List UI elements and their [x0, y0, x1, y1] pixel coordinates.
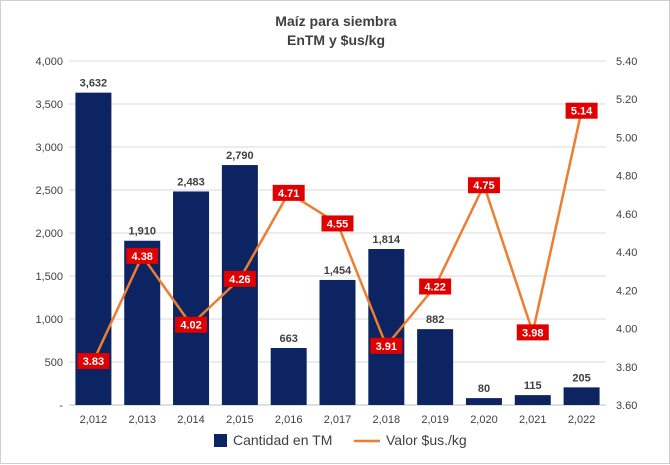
y-left-tick-label: 2,500: [35, 185, 63, 197]
y-left-tick-label: 2,000: [35, 228, 63, 240]
line-data-label-box: [516, 324, 549, 341]
x-tick-label: 2,015: [226, 414, 254, 426]
bar: [270, 347, 307, 405]
y-left-tick-label: 3,000: [35, 142, 63, 154]
bar-data-label: 80: [478, 383, 490, 395]
bar: [173, 191, 210, 405]
bar-data-label: 2,790: [226, 150, 254, 162]
bar-data-label: 115: [524, 380, 542, 392]
x-tick-label: 2,017: [324, 414, 352, 426]
line-data-label-box: [175, 316, 208, 333]
legend-line-label: Valor $us./kg: [386, 432, 467, 448]
bar: [75, 92, 112, 405]
bar: [563, 387, 600, 405]
x-tick-label: 2,013: [128, 414, 156, 426]
bar-data-label: 1,454: [324, 265, 352, 277]
line-data-label-box: [321, 215, 354, 232]
x-tick-label: 2,022: [568, 414, 596, 426]
x-tick-label: 2,012: [80, 414, 108, 426]
bar: [417, 329, 454, 405]
legend-bar-swatch: [214, 434, 227, 447]
y-right-tick-label: 5.00: [616, 132, 637, 144]
line-data-label: 4.22: [424, 282, 445, 294]
line-data-label-box: [565, 102, 598, 119]
y-left-tick-label: 1,000: [35, 314, 63, 326]
line-data-label: 4.75: [473, 180, 494, 192]
y-left-tick-label: 4,000: [35, 56, 63, 68]
y-right-tick-label: 4.80: [616, 171, 637, 183]
x-tick-label: 2,018: [373, 414, 401, 426]
line-data-label: 4.55: [327, 218, 348, 230]
x-tick-label: 2,020: [470, 414, 498, 426]
line-data-label-box: [223, 270, 256, 287]
line-data-label-box: [419, 278, 452, 295]
bar-data-label: 1,814: [373, 234, 401, 246]
bar-data-label: 1,910: [128, 226, 156, 238]
x-tick-label: 2,016: [275, 414, 303, 426]
y-right-tick-label: 3.60: [616, 400, 637, 412]
line-data-label-box: [370, 337, 403, 354]
line-data-label-box: [272, 184, 305, 201]
bar: [124, 240, 161, 405]
bar: [465, 398, 502, 405]
y-left-tick-label: 1,500: [35, 271, 63, 283]
y-right-tick-label: 4.20: [616, 285, 637, 297]
line-data-label-box: [126, 247, 159, 264]
bar: [368, 248, 405, 405]
bar: [514, 395, 551, 405]
line-data-label: 3.91: [376, 341, 397, 353]
bar-data-label: 3,632: [80, 78, 108, 90]
bar-data-label: 882: [426, 314, 444, 326]
y-right-tick-label: 3.80: [616, 362, 637, 374]
line-data-label: 4.71: [278, 188, 299, 200]
line-data-label-box: [467, 177, 500, 194]
bar-data-label: 663: [280, 333, 298, 345]
x-tick-label: 2,014: [177, 414, 205, 426]
y-left-tick-label: 3,500: [35, 99, 63, 111]
line-data-label: 4.26: [229, 274, 250, 286]
y-left-tick-label: -: [59, 400, 63, 412]
line-data-label: 5.14: [571, 106, 593, 118]
legend-bar-label: Cantidad en TM: [233, 432, 332, 448]
y-right-tick-label: 5.40: [616, 56, 637, 68]
bar: [319, 279, 356, 405]
line-data-label: 4.02: [180, 320, 201, 332]
line-data-label-box: [77, 353, 110, 370]
bar-data-label: 2,483: [177, 176, 205, 188]
x-tick-label: 2,019: [421, 414, 449, 426]
line-data-label: 3.98: [522, 327, 543, 339]
line-data-label: 3.83: [83, 356, 104, 368]
x-tick-label: 2,021: [519, 414, 547, 426]
y-right-tick-label: 4.40: [616, 247, 637, 259]
y-right-tick-label: 4.00: [616, 324, 637, 336]
chart-title-line1: Maíz para siembra: [275, 13, 397, 29]
y-right-tick-label: 5.20: [616, 94, 637, 106]
line-data-label: 4.38: [132, 251, 153, 263]
y-right-tick-label: 4.60: [616, 209, 637, 221]
chart-title-line2: EnTM y $us/kg: [287, 32, 385, 48]
bar-data-label: 205: [572, 372, 590, 384]
y-left-tick-label: 500: [45, 357, 63, 369]
